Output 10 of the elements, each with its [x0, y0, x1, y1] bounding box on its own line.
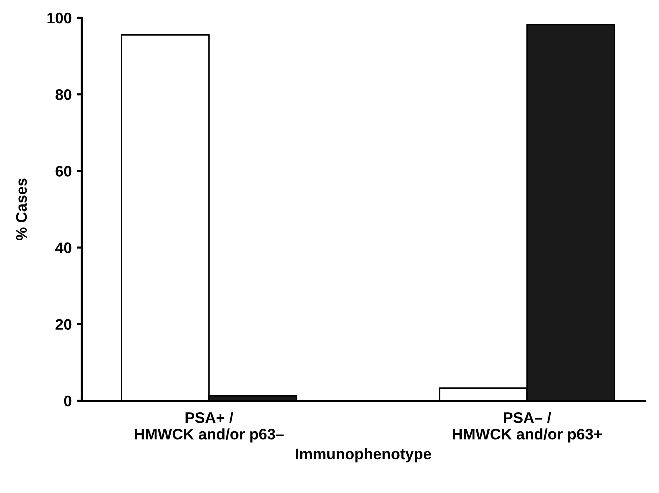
y-tick-label: 20	[56, 319, 72, 330]
y-tick-label: 60	[56, 166, 72, 177]
y-tick-label: 100	[48, 12, 72, 24]
y-tick-label: 0	[64, 396, 72, 407]
y-tick-label: 80	[56, 89, 72, 100]
y-axis-title: % Cases	[16, 178, 28, 241]
x-axis-title: Immunophenotype	[296, 448, 432, 463]
x-tick-label: PSA+ / HMWCK and/or p63–	[135, 412, 284, 443]
y-tick-label: 40	[56, 242, 72, 254]
x-tick-label: PSA– / HMWCK and/or p63+	[453, 412, 602, 443]
